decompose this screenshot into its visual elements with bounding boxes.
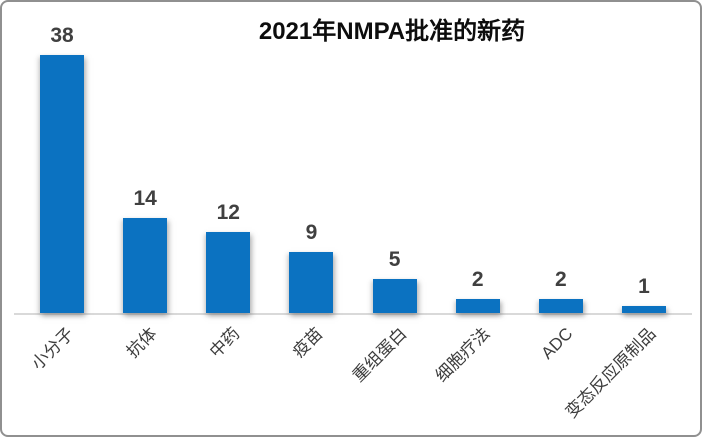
bar [289, 252, 334, 313]
bar-value-label: 12 [216, 201, 240, 224]
bar-value-label: 38 [50, 24, 74, 47]
x-tick-label: 抗体 [123, 324, 161, 362]
bar [40, 55, 84, 313]
x-axis-line [14, 313, 692, 315]
bar-value-label: 5 [388, 248, 401, 271]
chart-title: 2021年NMPA批准的新药 [258, 18, 526, 45]
bar [372, 279, 417, 313]
bar-value-label: 14 [133, 187, 157, 210]
bar [621, 306, 666, 313]
bar [538, 299, 583, 313]
x-tick-label: 疫苗 [289, 324, 327, 362]
x-tick-label: 小分子 [27, 324, 78, 374]
x-tick-label: 重组蛋白 [348, 324, 410, 386]
bar-value-label: 2 [554, 268, 567, 291]
x-tick-label: 细胞疗法 [431, 324, 494, 386]
bar [455, 299, 500, 313]
bar [206, 232, 251, 313]
x-tick-label: 中药 [206, 324, 244, 362]
x-tick-label: ADC [537, 324, 577, 363]
bar-value-label: 2 [471, 268, 484, 291]
x-tick-label: 变态反应原制品 [561, 324, 660, 422]
bar [123, 218, 168, 313]
bar-value-label: 9 [305, 221, 318, 244]
bar-value-label: 1 [638, 275, 650, 298]
